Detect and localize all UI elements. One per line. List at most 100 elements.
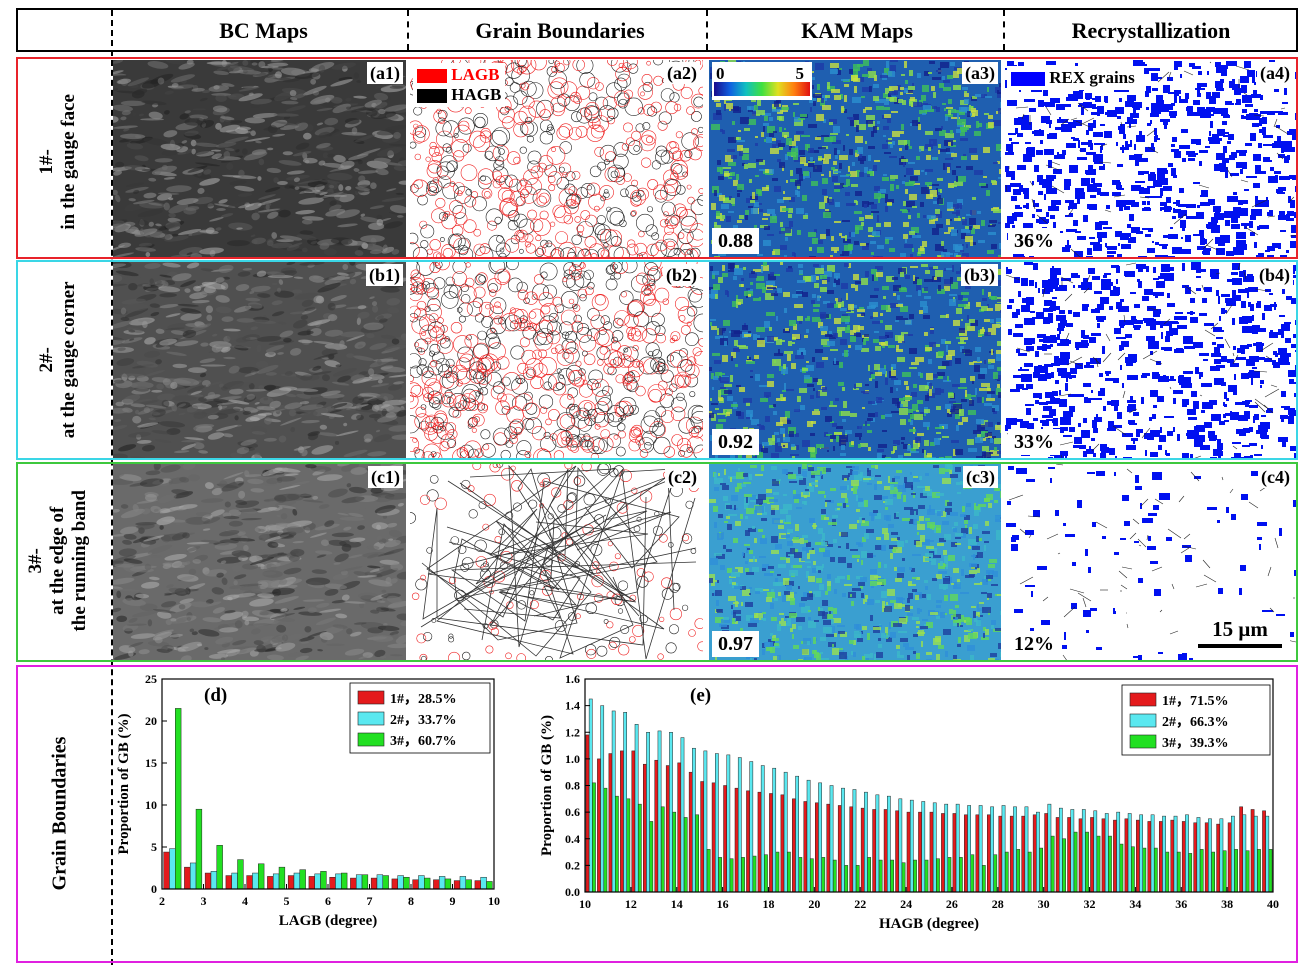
- bar: [901, 862, 906, 893]
- bar: [175, 708, 182, 890]
- bar: [1047, 803, 1052, 893]
- bar: [646, 732, 650, 893]
- panel-tag: (c4): [1258, 466, 1293, 488]
- bar: [929, 811, 934, 893]
- bar: [829, 785, 834, 893]
- x-tick-label: 8: [408, 894, 414, 908]
- legend-swatch: [357, 711, 385, 726]
- y-tick-label: 20: [145, 714, 157, 728]
- chart-panel-tag: (d): [204, 685, 227, 706]
- bar: [592, 782, 596, 893]
- bar: [711, 782, 716, 893]
- x-tick-label: 20: [808, 897, 820, 911]
- bar: [669, 732, 673, 893]
- bar: [987, 814, 991, 893]
- y-tick-label: 0.4: [565, 832, 580, 846]
- bar: [700, 781, 705, 893]
- bar: [626, 798, 631, 893]
- bar: [397, 875, 404, 890]
- bar: [852, 789, 857, 893]
- y-tick-label: 1.6: [565, 672, 580, 686]
- bar: [932, 802, 937, 893]
- bar: [1081, 809, 1086, 893]
- bar: [272, 873, 280, 890]
- bar: [1211, 851, 1215, 893]
- bar: [841, 787, 845, 893]
- bar: [608, 753, 613, 893]
- bar: [1093, 810, 1098, 893]
- legend-label: 1#，71.5%: [1162, 694, 1229, 709]
- bar: [792, 798, 796, 893]
- bar: [1131, 846, 1135, 893]
- bar: [424, 877, 431, 890]
- scale-bar-label: 15 μm: [1212, 617, 1268, 641]
- legend-swatch: [357, 690, 385, 705]
- bar: [216, 845, 223, 890]
- lagb-label: LAGB: [451, 65, 500, 84]
- bar: [826, 803, 831, 893]
- bar: [818, 782, 822, 893]
- bar: [726, 754, 731, 893]
- panel-tag: (b4): [1256, 264, 1293, 286]
- y-tick-label: 5: [151, 840, 157, 854]
- micrograph-image: [1005, 262, 1296, 458]
- bar: [225, 875, 232, 890]
- y-axis-label: Proportion of GB (%): [116, 714, 132, 855]
- row-desc: at the gauge corner: [58, 281, 79, 439]
- bar: [1073, 831, 1078, 893]
- bar: [480, 876, 487, 890]
- bar: [706, 849, 711, 893]
- bar: [909, 799, 914, 893]
- bar: [403, 876, 410, 890]
- panel-tag: (b2): [663, 264, 700, 286]
- bar: [921, 801, 926, 893]
- bar: [267, 876, 274, 890]
- rex-label: REX grains: [1049, 68, 1135, 87]
- bar: [1013, 806, 1017, 893]
- micrograph-image: [113, 60, 406, 257]
- bar: [1227, 822, 1232, 893]
- x-tick-label: 32: [1084, 897, 1096, 911]
- bar: [1050, 835, 1055, 893]
- hagb-label: HAGB: [451, 85, 502, 104]
- x-tick-label: 12: [625, 897, 637, 911]
- bar: [769, 793, 773, 893]
- bar: [749, 761, 754, 893]
- row-label-2: 2#- at the gauge corner: [36, 260, 80, 460]
- bar: [1159, 821, 1163, 893]
- bar: [955, 803, 960, 893]
- rex-map-panel: (b4) 33%: [1005, 262, 1296, 458]
- bar: [718, 857, 722, 893]
- bar: [335, 873, 342, 890]
- bar: [169, 848, 176, 890]
- bar: [231, 872, 238, 890]
- column-divider: [407, 10, 409, 50]
- bar: [692, 747, 696, 893]
- bar: [1181, 821, 1186, 893]
- x-tick-label: 22: [854, 897, 866, 911]
- bar: [741, 857, 745, 893]
- bar: [1096, 835, 1101, 893]
- chart-panel-tag: (e): [690, 685, 711, 706]
- bar: [993, 854, 998, 893]
- bar: [918, 811, 922, 893]
- x-tick-label: 10: [579, 897, 591, 911]
- y-tick-label: 0.2: [565, 858, 580, 872]
- label-column-divider: [111, 10, 113, 965]
- bar: [898, 798, 903, 893]
- bar: [1242, 814, 1247, 893]
- bar: [695, 814, 699, 893]
- bar: [1153, 847, 1158, 893]
- bar: [308, 876, 315, 890]
- row-label-3: 3#- at the edge of the running band: [25, 461, 91, 661]
- panel-tag: (a1): [367, 62, 403, 84]
- x-tick-label: 5: [284, 894, 290, 908]
- bar: [654, 759, 659, 893]
- bar: [809, 858, 814, 893]
- bar: [486, 881, 493, 890]
- bar: [952, 813, 957, 893]
- bar: [1219, 818, 1224, 893]
- rex-fraction-value: 36%: [1008, 228, 1060, 254]
- bar: [465, 879, 472, 890]
- legend-swatch: [1129, 692, 1157, 707]
